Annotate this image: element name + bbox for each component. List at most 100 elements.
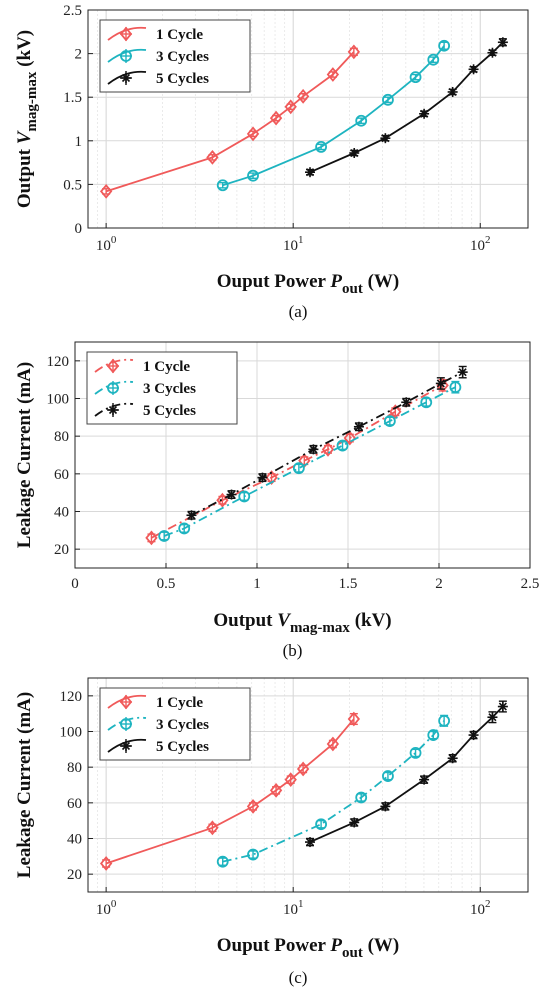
x-tick-label: 0.5 (157, 576, 176, 592)
data-point (178, 522, 191, 535)
y-tick-label: 2.5 (63, 3, 82, 19)
data-point (487, 712, 498, 723)
data-point (382, 770, 394, 782)
data-point (158, 530, 171, 542)
axes-frame (87, 677, 529, 893)
data-point (246, 126, 260, 142)
data-point (347, 44, 361, 60)
x-axis-label: Ouput Power Pout (W) (217, 935, 400, 961)
legend-entry: 5 Cycles (94, 402, 196, 419)
data-point (226, 489, 237, 500)
data-point (121, 73, 131, 83)
series-3 (305, 37, 508, 178)
data-point (355, 114, 368, 127)
data-point (99, 856, 113, 871)
data-point (326, 736, 340, 752)
y-tick-label: 0.5 (63, 177, 82, 193)
data-point (296, 88, 310, 104)
data-point (108, 405, 118, 415)
data-point (305, 167, 316, 178)
series-3 (186, 365, 468, 521)
data-point (247, 169, 259, 182)
data-point (487, 47, 498, 58)
data-point (420, 396, 433, 409)
data-point (308, 444, 319, 455)
data-point (355, 791, 368, 804)
legend-entry: 1 Cycle (107, 694, 203, 711)
axes-frame (74, 341, 531, 569)
series-line (105, 718, 355, 865)
data-point (120, 718, 132, 730)
panel-caption: (a) (289, 302, 308, 321)
y-tick-label: 120 (60, 689, 83, 705)
data-point (435, 378, 446, 389)
y-axis-label: Leakage Current (mA) (14, 362, 35, 548)
data-point (380, 801, 391, 812)
error-bar (249, 172, 258, 179)
error-bar (411, 73, 420, 81)
legend: 1 Cycle 3 Cycles 5 Cycles (99, 19, 251, 93)
chart-panel-1: 100 101 102 0 0.5 1 1.5 2 2.5 Ouput Power Pout (W… (14, 3, 529, 321)
data-point (419, 774, 430, 785)
data-point (409, 747, 422, 759)
data-point (107, 382, 119, 394)
legend-entry: 3 Cycles (107, 716, 209, 733)
data-point (349, 148, 360, 159)
data-point (382, 93, 394, 106)
data-point (343, 430, 356, 446)
legend-entry: 5 Cycles (107, 70, 209, 87)
legend-entry: 3 Cycles (94, 380, 196, 397)
x-axis-label: Ouput Power Pout (W) (217, 271, 400, 297)
data-point (246, 798, 260, 814)
x-tick-label: 102 (470, 898, 491, 918)
data-point (438, 39, 451, 52)
series-line (163, 386, 456, 537)
y-tick-label: 40 (54, 505, 69, 521)
data-point (206, 820, 219, 836)
error-bar (357, 117, 366, 125)
data-point (449, 381, 462, 394)
data-point (120, 50, 132, 62)
chart-panel-3: 100 101 102 20 40 60 80 100 120 Ouput Power Pout … (14, 677, 529, 987)
legend-entry: 1 Cycle (107, 26, 203, 43)
legend-label: 1 Cycle (156, 695, 203, 711)
data-point (347, 711, 361, 727)
legend-label: 1 Cycle (156, 27, 203, 43)
data-point (447, 753, 458, 764)
legend-entry: 3 Cycles (107, 48, 209, 65)
data-point (216, 855, 229, 868)
y-tick-label: 120 (47, 354, 70, 370)
y-tick-label: 0 (75, 221, 83, 237)
data-point (145, 530, 158, 546)
data-point (121, 741, 131, 751)
data-point (119, 26, 133, 42)
y-tick-label: 20 (67, 867, 82, 883)
data-point (447, 86, 458, 97)
legend-label: 5 Cycles (156, 739, 209, 755)
data-point (265, 470, 278, 486)
data-point (353, 421, 364, 432)
data-point (206, 149, 219, 165)
x-axis-label: Output Vmag-max (kV) (213, 610, 391, 636)
series-2 (216, 714, 451, 868)
data-point (99, 183, 113, 199)
series-2 (216, 39, 451, 192)
data-point (326, 67, 340, 82)
data-point (468, 730, 479, 741)
panel-caption: (b) (283, 641, 303, 660)
data-point (336, 439, 349, 452)
y-tick-label: 1.5 (63, 90, 82, 106)
y-tick-label: 1 (75, 134, 83, 150)
chart-panel-2: 0 0.5 1 1.5 2 2.5 20 40 60 80 100 120 Output Vmag-ma… (14, 341, 539, 660)
data-point (292, 462, 305, 475)
data-point (247, 848, 259, 861)
axes-frame (87, 9, 529, 229)
data-point (296, 761, 310, 777)
x-tick-label: 100 (96, 898, 117, 918)
y-tick-label: 100 (60, 725, 83, 741)
x-tick-label: 0 (71, 576, 79, 592)
panel-caption: (c) (289, 968, 308, 987)
data-point (269, 782, 283, 798)
y-tick-label: 40 (67, 832, 82, 848)
series-line (222, 720, 445, 863)
